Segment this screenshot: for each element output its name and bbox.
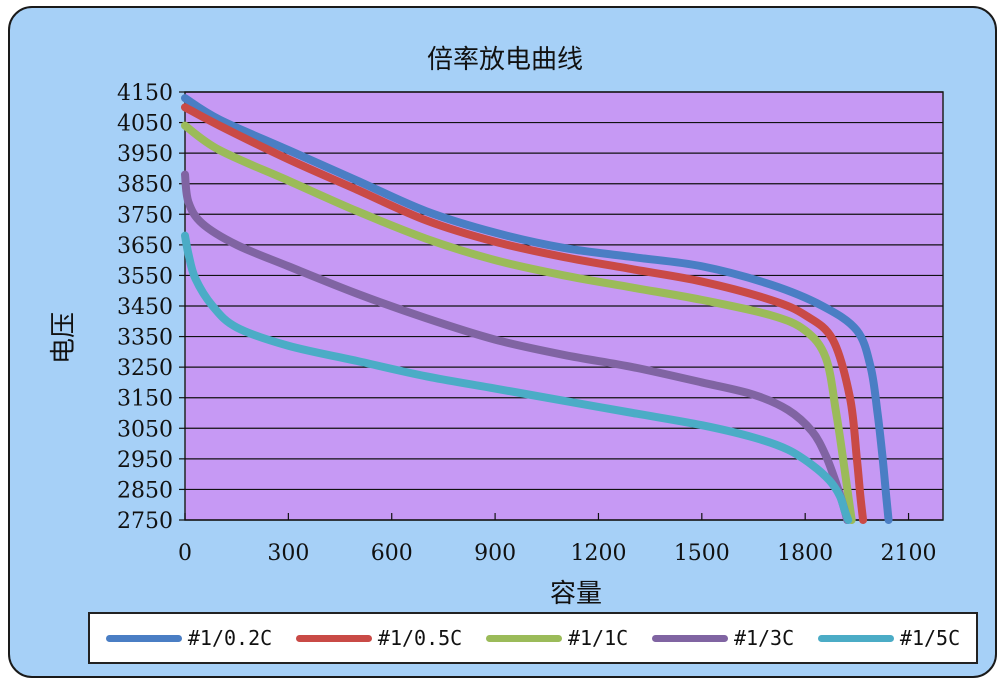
legend-label-0: #1/0.2C xyxy=(187,626,273,650)
series-line-2 xyxy=(181,121,856,524)
x-tick-label-2: 600 xyxy=(371,541,413,566)
legend-label-2: #1/1C xyxy=(567,626,629,650)
legend-swatch-0 xyxy=(105,634,182,642)
legend-label-4: #1/5C xyxy=(899,626,961,650)
y-tick-label-5: 3250 xyxy=(117,356,173,381)
legend-swatch-1 xyxy=(295,634,372,642)
chart-frame: 倍率放电曲线 0 300 600 900 1200 1500 1800 2100 2750 28… xyxy=(8,6,997,678)
y-tick-label-10: 3750 xyxy=(117,203,173,228)
y-tick-label-7: 3450 xyxy=(117,295,173,320)
x-axis-ticks: 0 300 600 900 1200 1500 1800 2100 xyxy=(178,513,937,566)
y-tick-label-13: 4050 xyxy=(117,112,173,137)
series-line-4 xyxy=(181,231,853,524)
series-line-0 xyxy=(181,94,893,524)
legend: #1/0.2C #1/0.5C #1/1C #1/3C #1/5C xyxy=(88,612,978,664)
series-line-3 xyxy=(181,170,852,524)
y-axis-ticks: 2750 2850 2950 3050 3150 3250 3350 3450 3550 3650… xyxy=(117,81,185,534)
x-axis-title: 容量 xyxy=(550,579,602,608)
y-tick-label-12: 3950 xyxy=(117,142,173,167)
x-tick-label-4: 1200 xyxy=(570,541,626,566)
y-tick-label-1: 2850 xyxy=(117,478,173,503)
x-tick-label-1: 300 xyxy=(267,541,309,566)
x-tick-label-5: 1500 xyxy=(674,541,730,566)
series-group xyxy=(181,94,893,524)
y-tick-label-8: 3550 xyxy=(117,264,173,289)
x-tick-label-6: 1800 xyxy=(777,541,833,566)
legend-swatch-2 xyxy=(485,634,562,642)
y-tick-label-11: 3850 xyxy=(117,173,173,198)
x-tick-label-0: 0 xyxy=(178,541,192,566)
y-tick-label-14: 4150 xyxy=(117,81,173,106)
legend-label-1: #1/0.5C xyxy=(377,626,463,650)
y-axis-title: 电压 xyxy=(49,312,79,364)
series-line-1 xyxy=(181,103,868,524)
x-tick-label-7: 2100 xyxy=(881,541,937,566)
legend-item-3: #1/3C xyxy=(651,626,795,650)
x-tick-label-3: 900 xyxy=(474,541,516,566)
y-tick-label-9: 3650 xyxy=(117,234,173,259)
legend-item-4: #1/5C xyxy=(817,626,961,650)
chart-svg: 倍率放电曲线 0 300 600 900 1200 1500 1800 2100 2750 28… xyxy=(49,45,944,608)
chart-title: 倍率放电曲线 xyxy=(427,45,583,75)
legend-item-2: #1/1C xyxy=(485,626,629,650)
y-tick-label-2: 2950 xyxy=(117,448,173,473)
legend-item-1: #1/0.5C xyxy=(295,626,463,650)
y-tick-label-3: 3050 xyxy=(117,417,173,442)
y-tick-label-6: 3350 xyxy=(117,326,173,351)
legend-swatch-4 xyxy=(817,634,894,642)
legend-label-3: #1/3C xyxy=(733,626,795,650)
legend-item-0: #1/0.2C xyxy=(105,626,273,650)
legend-swatch-3 xyxy=(651,634,728,642)
y-tick-label-0: 2750 xyxy=(117,509,173,534)
y-tick-label-4: 3150 xyxy=(117,387,173,412)
